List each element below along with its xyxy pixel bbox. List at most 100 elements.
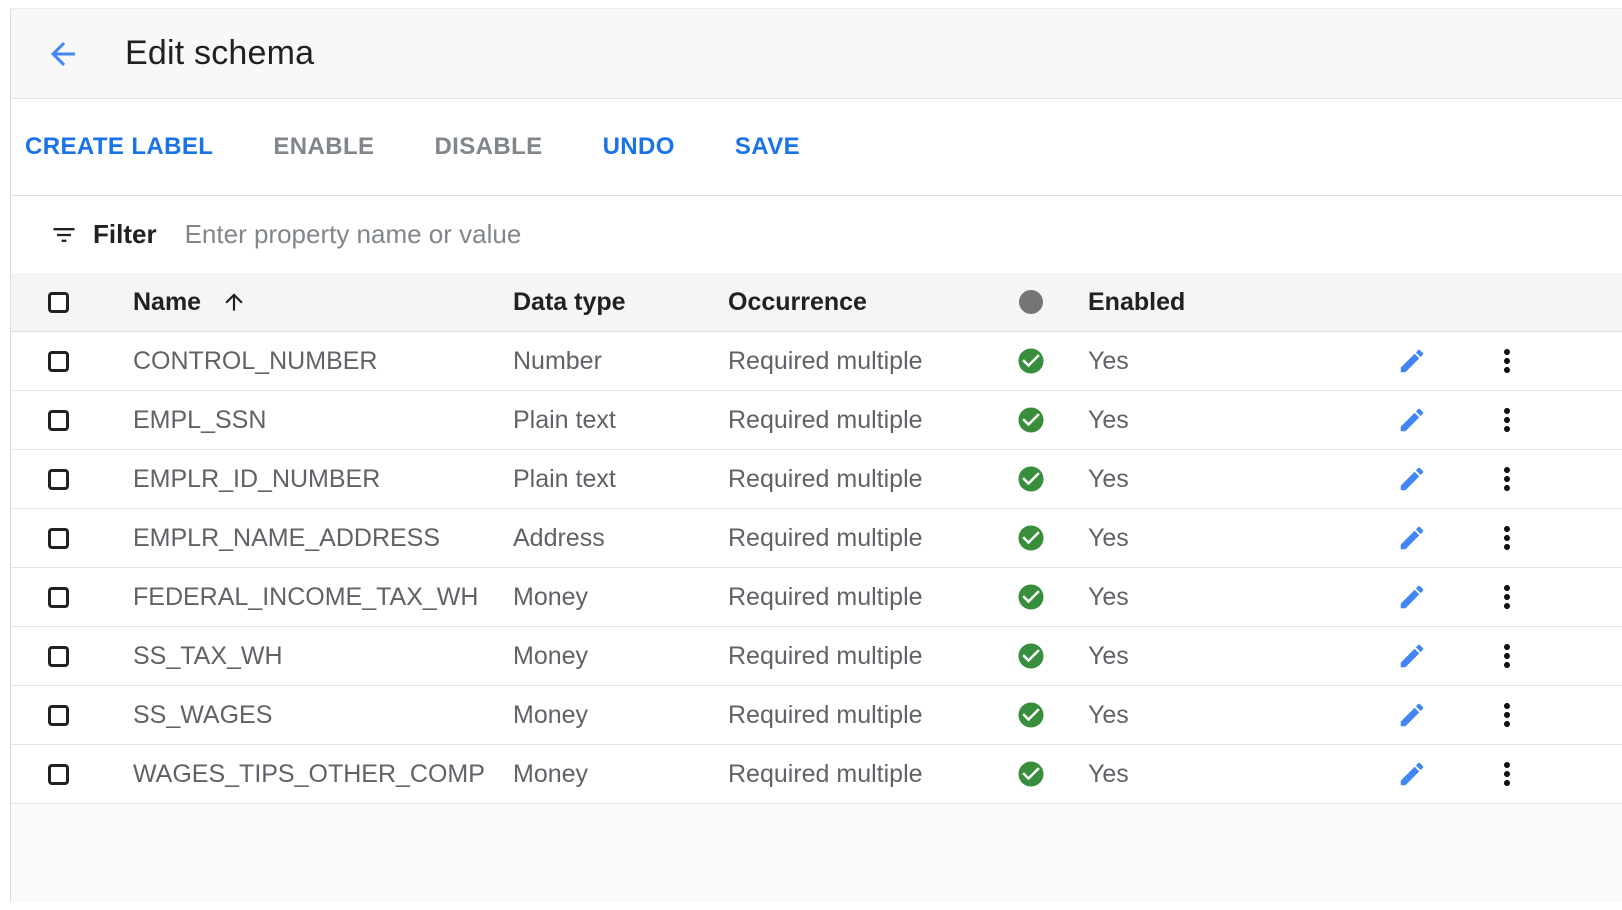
row-menu-button[interactable] <box>1485 575 1529 619</box>
edit-button[interactable] <box>1390 339 1434 383</box>
row-menu-button[interactable] <box>1485 516 1529 560</box>
filter-input[interactable] <box>184 219 1622 250</box>
check-circle-icon <box>966 464 1076 494</box>
property-occurrence: Required multiple <box>728 582 923 611</box>
row-menu-button[interactable] <box>1485 339 1529 383</box>
property-data-type: Number <box>513 346 602 375</box>
more-vert-icon <box>1489 756 1525 792</box>
create-label-button[interactable]: CREATE LABEL <box>17 123 221 171</box>
edit-icon <box>1397 523 1427 553</box>
table-row: EMPLR_NAME_ADDRESS Address Required mult… <box>11 509 1622 568</box>
status-circle-icon <box>1019 290 1043 314</box>
check-circle-icon <box>966 523 1076 553</box>
more-vert-icon <box>1489 402 1525 438</box>
row-menu-button[interactable] <box>1485 634 1529 678</box>
column-header-occurrence[interactable]: Occurrence <box>728 287 867 316</box>
column-header-name[interactable]: Name <box>121 288 501 317</box>
check-circle-icon <box>966 346 1076 376</box>
property-occurrence: Required multiple <box>728 523 923 552</box>
toolbar: CREATE LABEL ENABLE DISABLE UNDO SAVE <box>11 99 1622 196</box>
check-circle-icon <box>966 759 1076 789</box>
row-checkbox[interactable] <box>48 410 69 432</box>
save-button[interactable]: SAVE <box>727 123 808 171</box>
edit-icon <box>1397 582 1427 612</box>
row-checkbox[interactable] <box>48 469 69 491</box>
arrow-upward-icon <box>221 289 247 315</box>
row-menu-button[interactable] <box>1485 752 1529 796</box>
table-empty-area <box>11 804 1622 902</box>
edit-button[interactable] <box>1390 752 1434 796</box>
edit-schema-panel: Edit schema CREATE LABEL ENABLE DISABLE … <box>10 8 1622 902</box>
property-occurrence: Required multiple <box>728 641 923 670</box>
edit-button[interactable] <box>1390 693 1434 737</box>
row-checkbox[interactable] <box>48 528 69 550</box>
check-circle-icon <box>966 700 1076 730</box>
row-checkbox[interactable] <box>48 646 69 668</box>
property-data-type: Money <box>513 582 589 611</box>
table-row: SS_TAX_WH Money Required multiple Yes <box>11 627 1622 686</box>
property-name: EMPL_SSN <box>133 405 267 434</box>
column-header-name-label: Name <box>133 287 202 316</box>
edit-button[interactable] <box>1390 634 1434 678</box>
edit-button[interactable] <box>1390 575 1434 619</box>
property-name: FEDERAL_INCOME_TAX_WH <box>133 582 479 611</box>
property-enabled: Yes <box>1088 700 1129 729</box>
property-occurrence: Required multiple <box>728 405 923 434</box>
edit-icon <box>1397 464 1427 494</box>
row-menu-button[interactable] <box>1485 398 1529 442</box>
back-button[interactable] <box>41 32 85 76</box>
property-enabled: Yes <box>1088 523 1129 552</box>
edit-button[interactable] <box>1390 516 1434 560</box>
property-name: SS_TAX_WH <box>133 641 283 670</box>
more-vert-icon <box>1489 343 1525 379</box>
edit-icon <box>1397 405 1427 435</box>
page-header: Edit schema <box>11 9 1622 99</box>
table-row: WAGES_TIPS_OTHER_COMP Money Required mul… <box>11 745 1622 804</box>
property-data-type: Address <box>513 523 605 552</box>
row-checkbox[interactable] <box>48 351 69 373</box>
property-data-type: Money <box>513 759 589 788</box>
page-title: Edit schema <box>125 34 315 72</box>
table-row: EMPL_SSN Plain text Required multiple Ye… <box>11 391 1622 450</box>
column-header-status <box>966 290 1076 314</box>
row-checkbox[interactable] <box>48 587 69 609</box>
property-occurrence: Required multiple <box>728 759 923 788</box>
property-data-type: Money <box>513 641 589 670</box>
edit-button[interactable] <box>1390 398 1434 442</box>
property-name: EMPLR_NAME_ADDRESS <box>133 523 441 552</box>
enable-button[interactable]: ENABLE <box>265 123 382 171</box>
arrow-back-icon <box>45 36 81 72</box>
row-menu-button[interactable] <box>1485 457 1529 501</box>
column-header-data-type[interactable]: Data type <box>513 287 626 316</box>
property-name: WAGES_TIPS_OTHER_COMP <box>133 759 485 788</box>
property-data-type: Plain text <box>513 464 616 493</box>
property-name: CONTROL_NUMBER <box>133 346 378 375</box>
table-row: FEDERAL_INCOME_TAX_WH Money Required mul… <box>11 568 1622 627</box>
more-vert-icon <box>1489 520 1525 556</box>
edit-icon <box>1397 759 1427 789</box>
property-name: EMPLR_ID_NUMBER <box>133 464 381 493</box>
filter-label[interactable]: Filter <box>93 219 157 249</box>
more-vert-icon <box>1489 697 1525 733</box>
row-checkbox[interactable] <box>48 764 69 786</box>
property-enabled: Yes <box>1088 582 1129 611</box>
edit-icon <box>1397 700 1427 730</box>
property-enabled: Yes <box>1088 759 1129 788</box>
select-all-checkbox[interactable] <box>48 292 69 314</box>
edit-button[interactable] <box>1390 457 1434 501</box>
row-checkbox[interactable] <box>48 705 69 727</box>
property-data-type: Money <box>513 700 589 729</box>
more-vert-icon <box>1489 579 1525 615</box>
check-circle-icon <box>966 582 1076 612</box>
row-menu-button[interactable] <box>1485 693 1529 737</box>
property-occurrence: Required multiple <box>728 700 923 729</box>
property-data-type: Plain text <box>513 405 616 434</box>
undo-button[interactable]: UNDO <box>595 123 683 171</box>
check-circle-icon <box>966 405 1076 435</box>
table-row: EMPLR_ID_NUMBER Plain text Required mult… <box>11 450 1622 509</box>
column-header-enabled[interactable]: Enabled <box>1088 287 1186 316</box>
filter-list-icon[interactable] <box>49 220 79 250</box>
more-vert-icon <box>1489 461 1525 497</box>
disable-button[interactable]: DISABLE <box>426 123 550 171</box>
property-occurrence: Required multiple <box>728 346 923 375</box>
